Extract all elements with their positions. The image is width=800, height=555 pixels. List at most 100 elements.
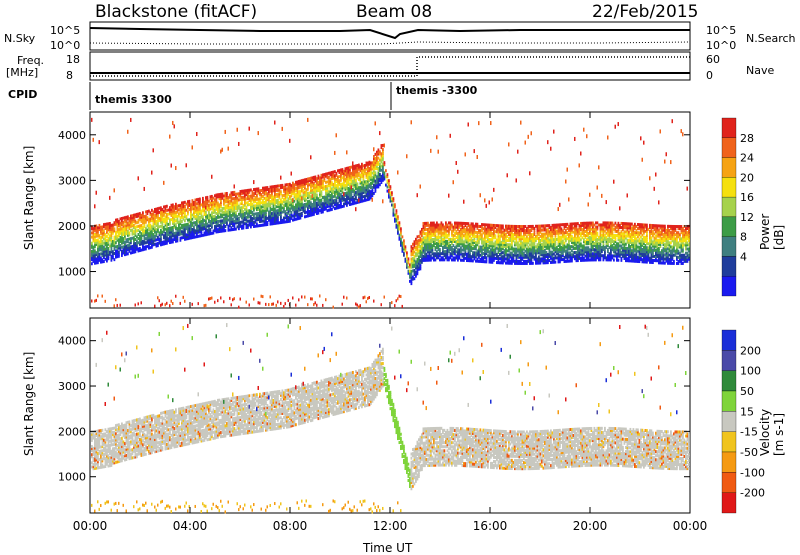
echo-cell (399, 221, 401, 224)
echo-cell (97, 294, 99, 297)
echo-cell (532, 262, 534, 265)
echo-cell (94, 204, 96, 208)
echo-cell (231, 303, 233, 306)
echo-cell (144, 187, 146, 191)
echo-cell (411, 120, 413, 124)
echo-cell (117, 304, 119, 307)
echo-cell (364, 296, 366, 299)
echo-cell (486, 204, 488, 208)
echo-cell (169, 304, 171, 307)
echo-cell (120, 304, 122, 307)
echo-cell (555, 261, 557, 264)
echo-cell (346, 150, 348, 154)
echo-cell (153, 148, 155, 152)
echo-cell (142, 211, 144, 214)
echo-cell (162, 303, 164, 306)
echo-cell (453, 180, 455, 184)
echo-cell (391, 191, 393, 194)
echo-cell (343, 296, 345, 299)
echo-cell (171, 300, 173, 303)
echo-cell (274, 121, 276, 125)
echo-cell (205, 206, 207, 210)
echo-cell (495, 234, 497, 237)
echo-cell (202, 197, 204, 200)
echo-cell (516, 178, 518, 182)
echo-cell (229, 297, 231, 300)
echo-cell (358, 305, 360, 308)
echo-cell (280, 302, 282, 305)
echo-cell (357, 182, 359, 185)
echo-cell (171, 164, 173, 168)
echo-cell (141, 301, 143, 304)
echo-cell (151, 171, 153, 175)
echo-cell (258, 131, 260, 135)
echo-cell (579, 163, 581, 167)
echo-cell (310, 155, 312, 159)
echo-cell (102, 295, 104, 298)
echo-cell (525, 141, 527, 145)
echo-cell (400, 295, 402, 298)
echo-cell (351, 185, 353, 189)
echo-cell (163, 181, 165, 185)
echo-cell (253, 180, 255, 184)
echo-cell (220, 150, 222, 154)
echo-cell (574, 137, 576, 141)
echo-cell (531, 131, 533, 135)
echo-cell (292, 198, 294, 202)
echo-cell (312, 194, 314, 198)
echo-cell (210, 297, 212, 300)
echo-cell (405, 245, 407, 248)
echo-cell (268, 303, 270, 306)
echo-cell (199, 198, 201, 201)
echo-cell (232, 298, 234, 301)
echo-cell (384, 144, 386, 148)
echo-cell (211, 175, 213, 179)
echo-cell (285, 302, 287, 305)
echo-cell (316, 304, 318, 307)
echo-cell (439, 248, 441, 251)
echo-cell (225, 229, 227, 232)
echo-cell (138, 176, 140, 180)
echo-cell (174, 124, 176, 128)
echo-cell (157, 296, 159, 299)
echo-cell (474, 149, 476, 153)
echo-cell (508, 142, 510, 146)
echo-cell (189, 200, 191, 203)
echo-cell (214, 301, 216, 304)
echo-cell (301, 196, 303, 200)
echo-cell (529, 171, 531, 175)
echo-cell (211, 297, 213, 300)
echo-cell (507, 173, 509, 177)
echo-cell (484, 198, 486, 202)
echo-cell (381, 303, 383, 306)
echo-cell (312, 297, 314, 300)
echo-cell (355, 207, 357, 211)
echo-cell (550, 147, 552, 151)
echo-cell (228, 147, 230, 151)
echo-cell (261, 295, 263, 298)
echo-cell (322, 304, 324, 307)
echo-cell (360, 304, 362, 307)
echo-cell (166, 302, 168, 305)
echo-cell (292, 296, 294, 299)
echo-cell (346, 297, 348, 300)
echo-cell (246, 301, 248, 304)
echo-cell (105, 300, 107, 303)
echo-cell (196, 132, 198, 136)
echo-cell (270, 295, 272, 298)
echo-cell (357, 304, 359, 307)
echo-cell (166, 205, 168, 208)
echo-cell (273, 302, 275, 305)
echo-cell (376, 153, 378, 157)
echo-cell (388, 189, 390, 193)
echo-cell (379, 131, 381, 135)
echo-cell (259, 302, 261, 305)
echo-cell (417, 193, 419, 197)
echo-cell (489, 200, 491, 204)
echo-cell (109, 196, 111, 200)
echo-cell (493, 188, 495, 192)
echo-cell (160, 304, 162, 307)
echo-cell (375, 121, 377, 125)
echo-cell (430, 149, 432, 153)
